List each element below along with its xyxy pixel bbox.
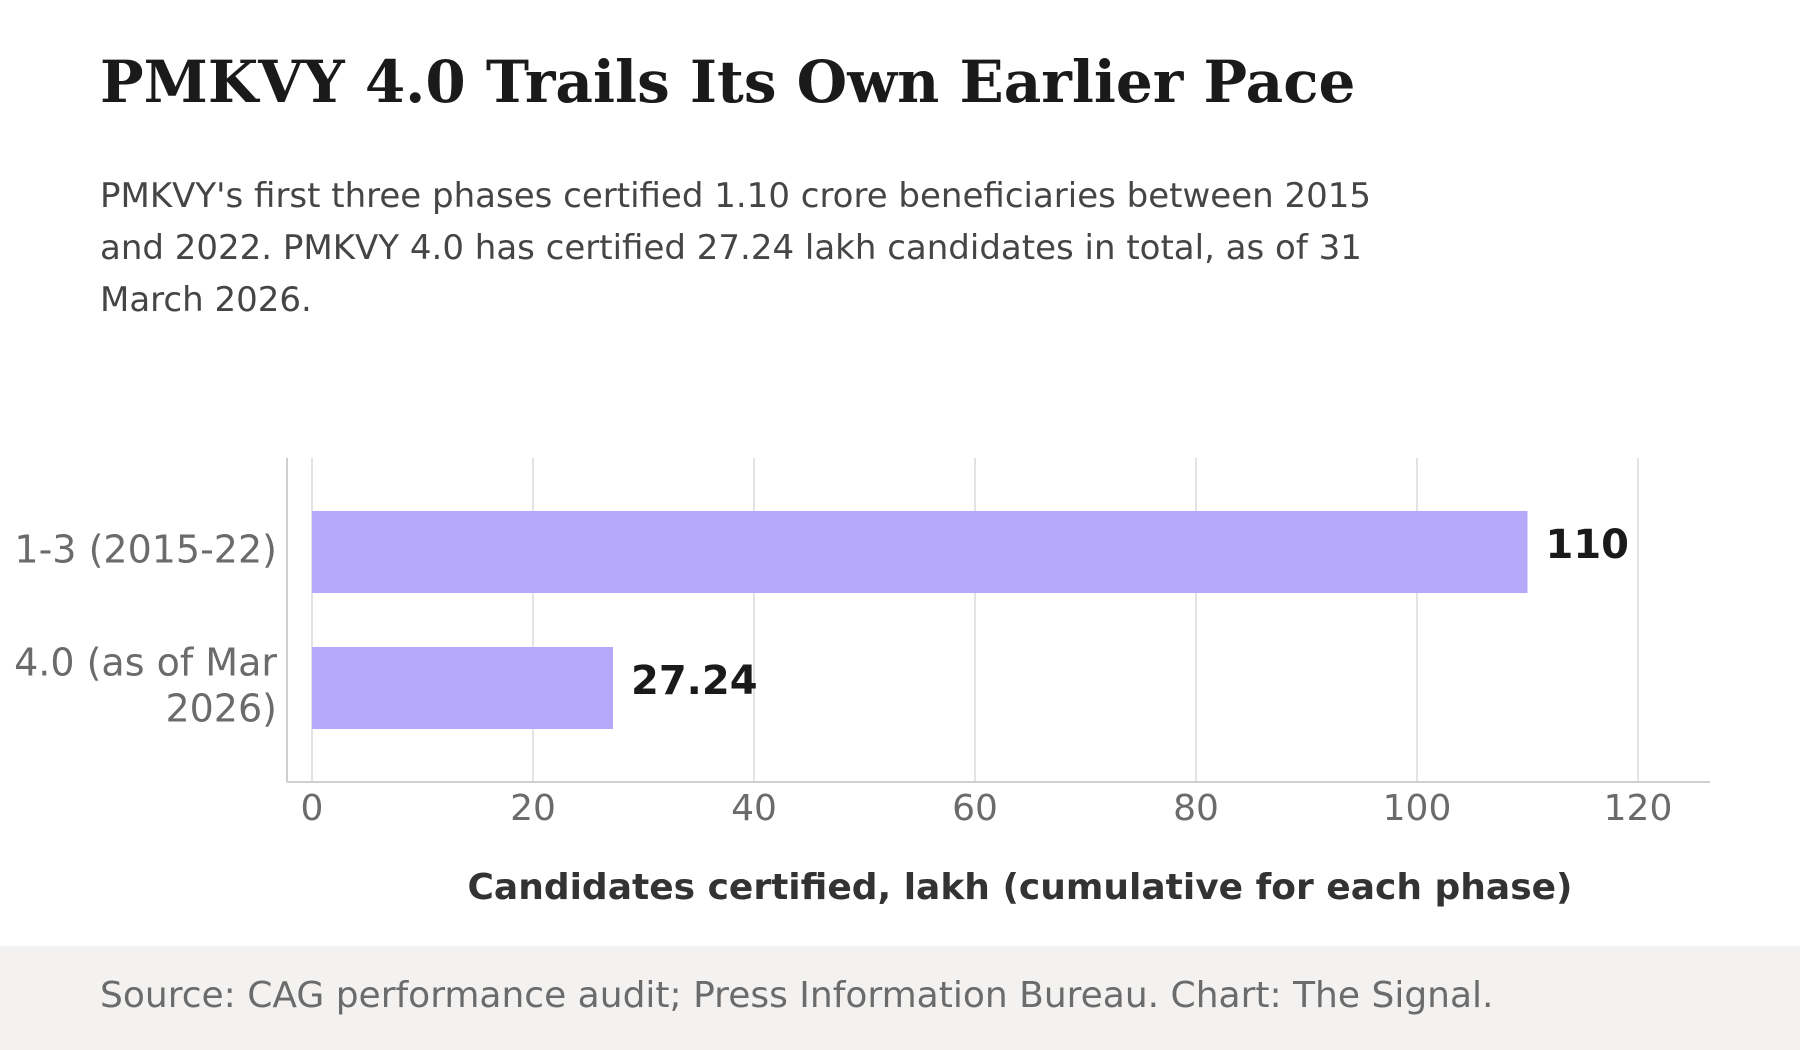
x-tick-label: 20 [510,788,556,829]
x-tick-label: 40 [731,788,777,829]
chart-subtitle: PMKVY's first three phases certified 1.1… [100,176,1372,320]
bars [312,511,1528,729]
value-label-0: 110 [1546,522,1630,568]
grid-lines [311,458,1639,782]
bar-chart: 0 20 40 60 80 100 120 110 1-3 (2015-22) 27.24 4.0 … [14,458,1710,908]
source-note: Source: CAG performance audit; Press Inf… [100,975,1494,1016]
footer: Source: CAG performance audit; Press Inf… [0,946,1800,1050]
bar-1 [312,647,614,729]
bar-0 [312,511,1528,593]
chart-title: PMKVY 4.0 Trails Its Own Earlier Pace [100,48,1356,116]
labels: 0 20 40 60 80 100 120 110 1-3 (2015-22) 27.24 4.0 … [14,522,1672,829]
x-axis-title: Candidates certified, lakh (cumulative f… [467,867,1572,908]
x-tick-label: 60 [952,788,998,829]
x-tick-label: 100 [1383,788,1452,829]
x-tick-label: 0 [301,788,324,829]
axes [286,458,1710,783]
category-label-0: 1-3 (2015-22) [14,528,277,572]
category-label-1: 4.0 (as of Mar 2026) [14,641,277,731]
x-tick-label: 120 [1604,788,1673,829]
x-tick-label: 80 [1173,788,1219,829]
value-label-1: 27.24 [631,658,758,704]
